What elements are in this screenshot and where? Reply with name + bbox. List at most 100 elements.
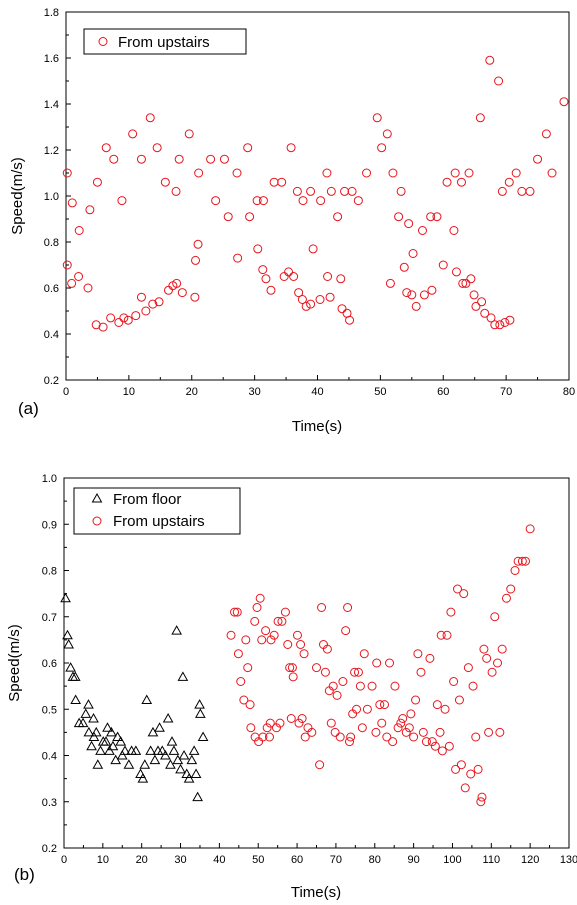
chart-b-xtick-label: 110 (483, 854, 501, 866)
chart-a-point-from-upstairs (190, 292, 200, 302)
chart-a-point-from-upstairs (340, 186, 350, 196)
chart-b-point-from-upstairs (406, 709, 416, 719)
chart-b-point-from-upstairs (427, 737, 437, 747)
chart-b-point-from-floor (77, 717, 89, 728)
chart-a-point-from-upstairs (388, 168, 398, 178)
chart-a-point-from-upstairs (450, 168, 460, 178)
chart-a-point-from-upstairs (211, 196, 221, 206)
chart-b-point-from-floor (168, 745, 180, 755)
chart-b-point-from-upstairs (326, 718, 336, 728)
chart-a-xtick-label: 40 (311, 386, 323, 398)
chart-b-point-from-upstairs (330, 727, 340, 737)
chart-a-point-from-upstairs (258, 196, 268, 206)
chart-b-point-from-upstairs (463, 663, 473, 673)
chart-b-point-from-upstairs (367, 681, 377, 691)
chart-a-point-from-upstairs (471, 301, 481, 311)
chart-a-point-from-upstairs (301, 301, 311, 311)
chart-a-point-from-upstairs (345, 315, 355, 325)
chart-b-legend: From floor From upstairs (73, 487, 241, 535)
chart-a-point-from-upstairs (394, 212, 404, 222)
chart-b-point-from-floor (95, 745, 106, 755)
chart-a-point-from-upstairs (426, 212, 436, 222)
chart-a-point-from-upstairs (184, 129, 194, 139)
chart-b-point-from-upstairs (449, 677, 459, 686)
chart-a-legend: From upstairs (83, 28, 247, 55)
chart-a-point-from-upstairs (485, 55, 495, 65)
chart-a-point-from-upstairs (469, 290, 479, 300)
chart-b-point-from-upstairs (341, 626, 351, 636)
chart-b-point-from-upstairs (388, 737, 398, 747)
chart-a-point-from-upstairs (298, 196, 308, 206)
chart-a-point-from-upstairs (504, 177, 514, 187)
chart-b-point-from-floor (90, 726, 102, 737)
chart-a-point-from-upstairs (191, 255, 201, 265)
chart-a-point-from-upstairs (362, 168, 372, 178)
chart-b-point-from-upstairs (495, 727, 505, 737)
chart-a-point-from-upstairs (286, 143, 296, 153)
chart-b-point-from-upstairs (437, 746, 447, 756)
chart-b-xtick-label: 10 (97, 854, 109, 866)
chart-b-ytick-label: 0.2 (42, 843, 57, 855)
chart-b-point-from-upstairs (506, 584, 516, 594)
chart-b-point-from-upstairs (525, 524, 535, 534)
chart-b-point-from-upstairs (493, 658, 503, 668)
chart-a-point-from-upstairs (106, 313, 116, 323)
chart-a-point-from-upstairs (382, 129, 392, 139)
chart-b-point-from-upstairs (404, 723, 414, 733)
chart-b-point-from-upstairs (490, 612, 500, 622)
chart-b-point-from-floor (172, 754, 184, 765)
chart-a-point-from-upstairs (92, 177, 102, 187)
chart-a-point-from-upstairs (517, 186, 527, 196)
chart-a-point-from-upstairs (464, 168, 474, 178)
chart-b-point-from-upstairs (322, 644, 332, 654)
chart-b-point-from-upstairs (292, 630, 302, 640)
chart-b-point-from-upstairs (335, 732, 345, 742)
chart-b-ytick-label: 0.3 (42, 797, 57, 809)
chart-b-point-from-upstairs (396, 718, 406, 728)
chart-b-point-from-upstairs (416, 667, 426, 677)
chart-b-point-from-upstairs (430, 741, 440, 751)
chart-b-point-from-upstairs (411, 695, 421, 705)
chart-a-xtick-label: 60 (437, 386, 449, 398)
chart-a-point-from-upstairs (74, 226, 84, 235)
chart-a-point-from-upstairs (233, 253, 243, 263)
chart-b-point-from-upstairs (479, 644, 489, 654)
chart-a-ytick-label: 1.6 (44, 53, 59, 65)
chart-b-point-from-upstairs (355, 681, 365, 691)
chart-a-point-from-upstairs (245, 212, 255, 222)
chart-b-point-from-upstairs (375, 700, 385, 710)
chart-a-point-from-upstairs (109, 154, 119, 164)
chart-a-point-from-upstairs (385, 278, 395, 288)
chart-b-xtick-label: 80 (369, 854, 381, 866)
chart-b-point-from-floor (100, 736, 112, 746)
chart-a-point-from-upstairs (333, 212, 343, 222)
chart-a-point-from-upstairs (456, 177, 466, 187)
chart-a-point-from-upstairs (495, 320, 505, 330)
chart-b-point-from-floor (188, 745, 200, 755)
chart-b-point-from-floor (145, 745, 156, 755)
chart-b-point-from-upstairs (264, 732, 274, 742)
chart-b-point-from-floor (171, 625, 183, 635)
chart-b-point-from-floor (190, 768, 202, 778)
chart-a-point-from-upstairs (511, 168, 521, 178)
chart-a-xtick-label: 30 (249, 386, 261, 398)
chart-a-point-from-upstairs (438, 260, 448, 270)
chart-b-point-from-upstairs (477, 792, 487, 802)
chart-a-point-from-upstairs (525, 186, 535, 196)
chart-a-point-from-upstairs (451, 267, 461, 277)
chart-a-legend-box (83, 28, 247, 55)
chart-a-point-from-upstairs (136, 292, 146, 302)
chart-a-point-from-upstairs (486, 313, 496, 323)
chart-a-ytick-label: 0.4 (44, 329, 59, 341)
chart-b-point-from-upstairs (297, 714, 307, 723)
chart-a-point-from-upstairs (145, 113, 155, 123)
chart-b-point-from-upstairs (252, 603, 262, 612)
chart-b-point-from-upstairs (382, 732, 392, 742)
chart-b-point-from-upstairs (460, 783, 470, 793)
chart-b-point-from-upstairs (372, 658, 382, 668)
chart-b-point-from-floor (123, 759, 135, 769)
chart-b-xtick-label: 30 (174, 854, 186, 866)
chart-a-point-from-upstairs (163, 285, 173, 295)
chart-a-point-from-upstairs (232, 168, 242, 178)
chart-b-point-from-upstairs (273, 616, 283, 626)
